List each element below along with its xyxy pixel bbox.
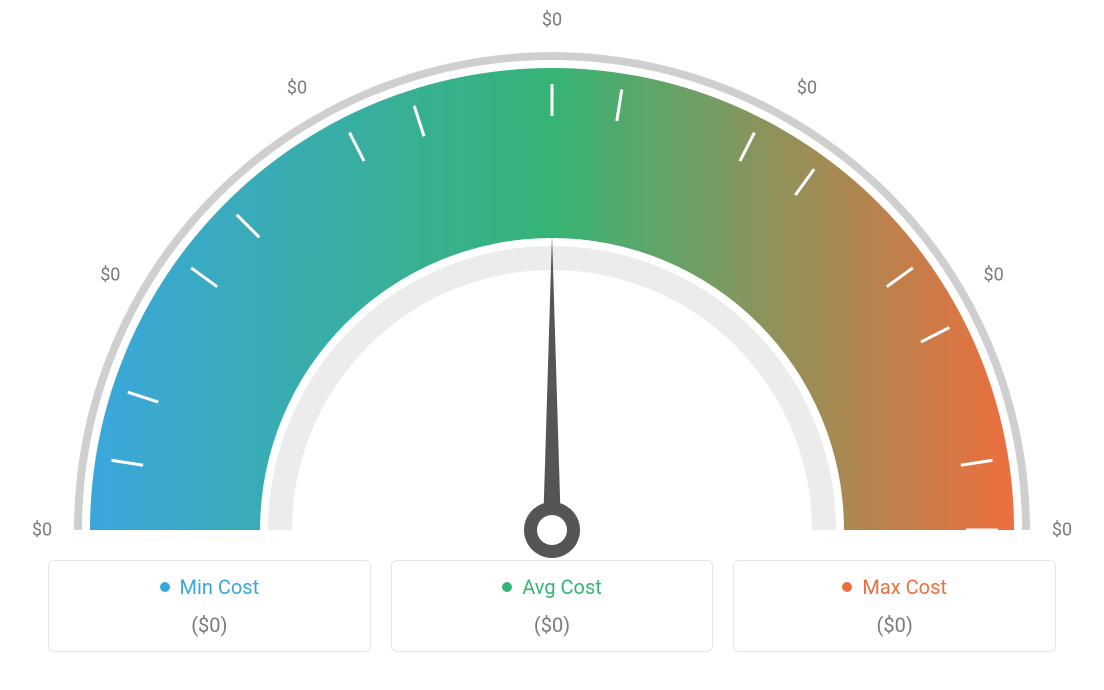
legend-max-box: Max Cost ($0) [733, 560, 1056, 652]
legend-avg-box: Avg Cost ($0) [391, 560, 714, 652]
gauge-tick-label: $0 [797, 78, 817, 99]
legend-min-box: Min Cost ($0) [48, 560, 371, 652]
legend-max-dot [842, 582, 852, 592]
legend-min-label: Min Cost [180, 575, 260, 599]
gauge-svg [0, 0, 1104, 560]
legend-max-value: ($0) [744, 613, 1045, 637]
legend-min-value: ($0) [59, 613, 360, 637]
gauge-tick-label: $0 [32, 520, 52, 541]
legend-avg-value: ($0) [402, 613, 703, 637]
gauge-tick-label: $0 [984, 265, 1004, 286]
gauge-tick-label: $0 [287, 78, 307, 99]
legend-row: Min Cost ($0) Avg Cost ($0) Max Cost ($0… [0, 560, 1104, 652]
gauge-tick-label: $0 [542, 10, 562, 31]
gauge-tick-label: $0 [1052, 520, 1072, 541]
legend-min-title: Min Cost [160, 575, 260, 599]
legend-max-title: Max Cost [842, 575, 947, 599]
legend-min-dot [160, 582, 170, 592]
gauge-tick-label: $0 [100, 265, 120, 286]
legend-avg-dot [502, 582, 512, 592]
legend-avg-label: Avg Cost [522, 575, 602, 599]
gauge-chart: $0 $0 $0 $0 $0 $0 $0 [0, 0, 1104, 560]
legend-max-label: Max Cost [862, 575, 947, 599]
legend-avg-title: Avg Cost [502, 575, 602, 599]
